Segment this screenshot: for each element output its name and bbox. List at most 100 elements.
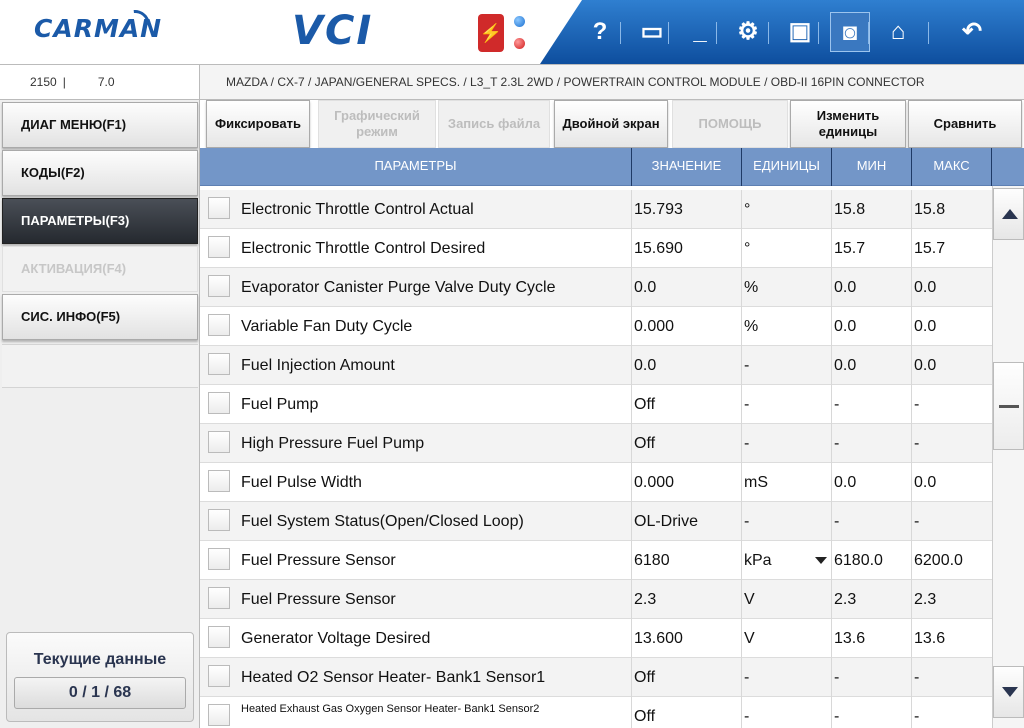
toolbar-separator <box>818 22 819 44</box>
parameter-max-text: 15.7 <box>914 240 946 257</box>
freeze-button[interactable]: Фиксировать <box>206 100 310 148</box>
compare-button[interactable]: Сравнить <box>908 100 1022 148</box>
row-checkbox[interactable] <box>208 548 230 570</box>
parameter-name: Electronic Throttle Control Desired <box>200 229 632 268</box>
table-row[interactable]: Fuel System Status(Open/Closed Loop) OL-D… <box>200 502 992 541</box>
home-icon[interactable]: ⌂ <box>890 18 906 45</box>
parameter-value-text: 0.0 <box>634 357 657 374</box>
table-row[interactable]: Electronic Throttle Control Actual 15.793… <box>200 190 992 229</box>
parameter-min: 15.8 <box>832 190 912 229</box>
parameter-unit-text: - <box>744 396 750 413</box>
parameter-unit: - <box>742 502 832 541</box>
parameter-value: 15.690 <box>632 229 742 268</box>
parameter-label: Electronic Throttle Control Desired <box>241 240 486 257</box>
parameter-name: Generator Voltage Desired <box>200 619 632 658</box>
parameter-max-text: 6200.0 <box>914 552 963 569</box>
table-row[interactable]: Fuel Pulse Width 0.000 mS 0.0 0.0 <box>200 463 992 502</box>
row-checkbox[interactable] <box>208 509 230 531</box>
row-checkbox[interactable] <box>208 314 230 336</box>
separator: | <box>62 75 66 89</box>
connection-led-red <box>514 38 525 49</box>
parameter-unit: % <box>742 268 832 307</box>
row-checkbox[interactable] <box>208 353 230 375</box>
toolbar-separator <box>668 22 669 44</box>
nav-parameters[interactable]: ПАРАМЕТРЫ(F3) <box>2 198 198 244</box>
graph-mode-button: Графический режим <box>318 100 436 148</box>
table-row[interactable]: Fuel Pressure Sensor 6180 kPa 6180.0 6200.0 <box>200 541 992 580</box>
table-row[interactable]: Generator Voltage Desired 13.600 V 13.6 13.6 <box>200 619 992 658</box>
current-data-title: Текущие данные <box>33 651 167 668</box>
scroll-down-button[interactable] <box>993 666 1024 718</box>
connection-led-blue <box>514 16 525 27</box>
parameter-min-text: 0.0 <box>834 357 857 374</box>
help-icon[interactable]: ? <box>592 18 608 45</box>
parameter-name: Electronic Throttle Control Actual <box>200 190 632 229</box>
parameter-label: Generator Voltage Desired <box>241 630 431 647</box>
row-checkbox[interactable] <box>208 665 230 687</box>
parameter-name: Fuel Injection Amount <box>200 346 632 385</box>
settings-icon[interactable]: ⚙ <box>737 18 759 45</box>
save-icon[interactable]: ▣ <box>788 18 812 45</box>
window-icon[interactable]: ▭ <box>640 18 664 45</box>
parameter-unit-text: kPa <box>744 552 772 569</box>
parameter-min-text: - <box>834 669 840 686</box>
row-checkbox[interactable] <box>208 275 230 297</box>
table-row[interactable]: Evaporator Canister Purge Valve Duty Cyc… <box>200 268 992 307</box>
row-checkbox[interactable] <box>208 392 230 414</box>
table-row[interactable]: Fuel Injection Amount 0.0 - 0.0 0.0 <box>200 346 992 385</box>
row-checkbox[interactable] <box>208 431 230 453</box>
dual-screen-button[interactable]: Двойной экран <box>554 100 668 148</box>
parameter-min: 0.0 <box>832 346 912 385</box>
table-row[interactable]: Fuel Pressure Sensor 2.3 V 2.3 2.3 <box>200 580 992 619</box>
parameter-max: - <box>912 385 992 424</box>
nav-diag-menu[interactable]: ДИАГ МЕНЮ(F1) <box>2 102 198 148</box>
header-min: МИН <box>832 148 912 186</box>
minimize-icon[interactable]: _ <box>693 18 707 45</box>
parameter-unit-text: % <box>744 318 759 335</box>
row-checkbox[interactable] <box>208 626 230 648</box>
parameter-min: - <box>832 502 912 541</box>
parameter-unit-text: - <box>744 357 750 374</box>
parameter-value-text: 0.0 <box>634 279 657 296</box>
parameter-unit: - <box>742 385 832 424</box>
scroll-thumb[interactable] <box>993 362 1024 450</box>
parameter-unit[interactable]: kPa <box>742 541 832 580</box>
parameter-unit-text: - <box>744 669 750 686</box>
row-checkbox[interactable] <box>208 236 230 258</box>
scroll-up-button[interactable] <box>993 188 1024 240</box>
table-row[interactable]: High Pressure Fuel Pump Off - - - <box>200 424 992 463</box>
parameter-name: Fuel Pressure Sensor <box>200 580 632 619</box>
row-checkbox[interactable] <box>208 704 230 726</box>
parameter-unit: - <box>742 346 832 385</box>
device-code: 2150 <box>30 75 57 89</box>
parameter-value: 0.000 <box>632 463 742 502</box>
parameter-unit-text: % <box>744 279 759 296</box>
row-checkbox[interactable] <box>208 470 230 492</box>
row-checkbox[interactable] <box>208 197 230 219</box>
parameter-max: - <box>912 424 992 463</box>
camera-icon[interactable]: ◙ <box>830 12 870 52</box>
parameter-value-text: Off <box>634 669 656 686</box>
parameter-label: Fuel Pressure Sensor <box>241 591 396 608</box>
parameter-value-text: OL-Drive <box>634 513 699 530</box>
table-row[interactable]: Fuel Pump Off - - - <box>200 385 992 424</box>
nav-system-info[interactable]: СИС. ИНФО(F5) <box>2 294 198 340</box>
parameter-value-text: 15.793 <box>634 201 683 218</box>
parameter-min-text: 15.7 <box>834 240 866 257</box>
table-row[interactable]: Variable Fan Duty Cycle 0.000% 0.0 0.0 <box>200 307 992 346</box>
parameter-label: Fuel Pulse Width <box>241 474 362 491</box>
back-icon[interactable]: ↶ <box>961 18 983 45</box>
table-row[interactable]: Heated O2 Sensor Heater- Bank1 Sensor1 Of… <box>200 658 992 697</box>
toolbar-separator <box>868 22 869 44</box>
table-row[interactable]: Electronic Throttle Control Desired 15.69… <box>200 229 992 268</box>
scrollbar[interactable] <box>992 186 1024 728</box>
table-row[interactable]: Heated Exhaust Gas Oxygen Sensor Heater-… <box>200 697 992 728</box>
row-checkbox[interactable] <box>208 587 230 609</box>
nav-codes[interactable]: КОДЫ(F2) <box>2 150 198 196</box>
parameter-max: 13.6 <box>912 619 992 658</box>
change-units-button[interactable]: Изменить единицы <box>790 100 906 148</box>
chevron-down-icon[interactable] <box>815 557 827 564</box>
table-header: ПАРАМЕТРЫ ЗНАЧЕНИЕ ЕДИНИЦЫ МИН МАКС <box>200 148 1024 186</box>
parameter-unit: - <box>742 424 832 463</box>
parameter-max: 2.3 <box>912 580 992 619</box>
